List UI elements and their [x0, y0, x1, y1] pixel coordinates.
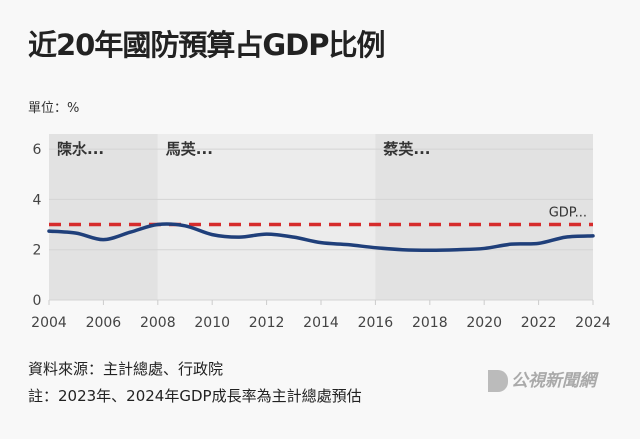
pts-news-logo: 公視新聞網 — [488, 366, 628, 394]
reference-line-label: GDP... — [549, 206, 587, 221]
y-tick-label: 4 — [33, 192, 42, 208]
x-tick-label: 2012 — [249, 315, 285, 331]
x-tick-label: 2004 — [31, 315, 67, 331]
period-band — [49, 134, 158, 300]
period-band — [375, 134, 593, 300]
x-tick-label: 2020 — [466, 315, 502, 331]
chart-title: 近20年國防預算占GDP比例 — [28, 28, 385, 62]
x-tick-label: 2022 — [521, 315, 557, 331]
x-tick-label: 2024 — [575, 315, 611, 331]
unit-label: 單位：% — [28, 101, 80, 116]
x-tick-label: 2014 — [303, 315, 339, 331]
period-band — [157, 134, 376, 300]
x-tick-label: 2016 — [358, 315, 394, 331]
logo-icon — [488, 370, 508, 392]
x-tick-label: 2010 — [194, 315, 230, 331]
logo-text: 公視新聞網 — [511, 371, 596, 391]
footnote: 註：2023年、2024年GDP成長率為主計總處預估 — [28, 387, 362, 405]
x-tick-label: 2008 — [140, 315, 176, 331]
source-note: 資料來源：主計總處、行政院 — [28, 360, 224, 378]
x-tick-label: 2018 — [412, 315, 448, 331]
y-tick-label: 2 — [33, 243, 42, 259]
series-line — [47, 222, 595, 252]
y-tick-label: 0 — [33, 293, 42, 309]
y-tick-label: 6 — [33, 142, 42, 158]
x-tick-label: 2006 — [86, 315, 122, 331]
